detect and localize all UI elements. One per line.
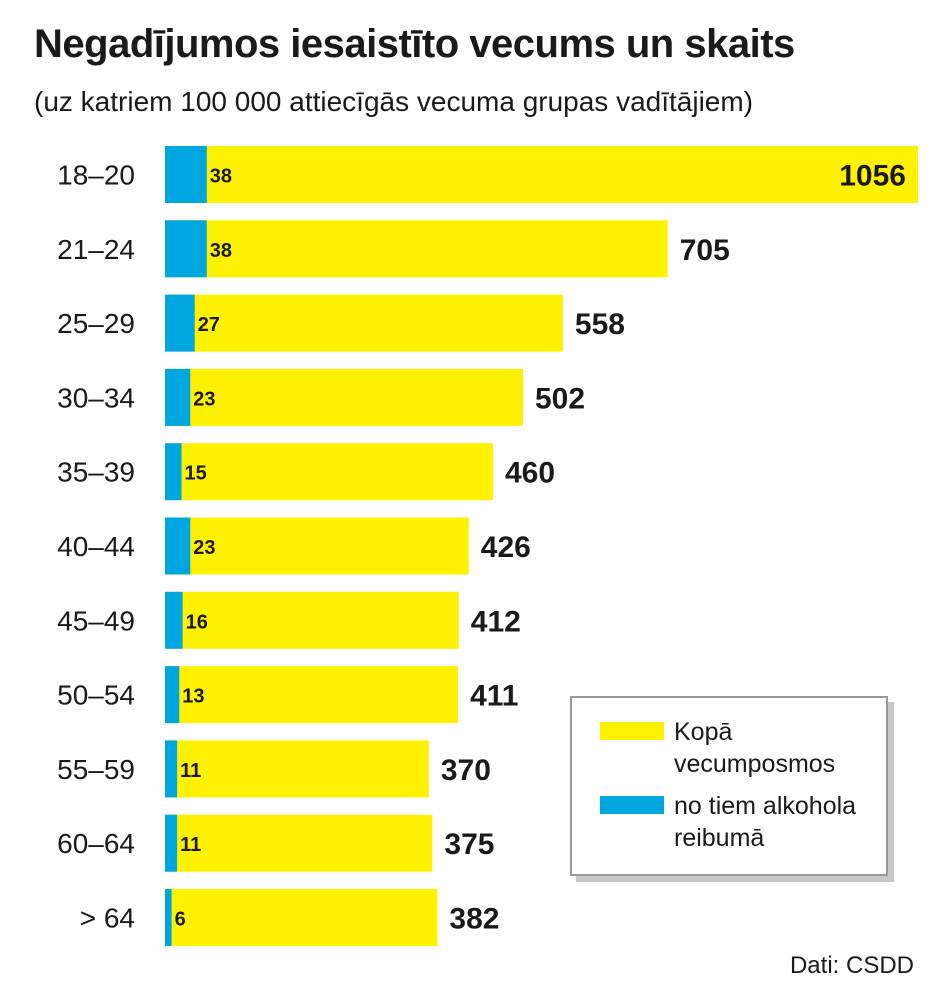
bar-total [165,517,469,575]
total-value-label: 370 [441,754,491,787]
bar-total [165,294,563,352]
bar-total [165,889,438,946]
category-label: 60–64 [57,828,135,859]
category-label: 55–59 [57,754,135,785]
category-label: 35–39 [57,457,135,488]
alcohol-value-label: 23 [193,537,215,559]
alcohol-value-label: 27 [198,314,220,336]
total-value-label: 412 [471,605,521,638]
category-label: 40–44 [57,531,135,562]
bar-alcohol [165,368,191,426]
chart-legend: Kopā vecumposmos no tiem alkohola reibum… [570,696,888,876]
bar-total [165,220,668,278]
alcohol-value-label: 38 [210,240,232,262]
bar-total [165,666,459,724]
bar-alcohol [165,666,180,724]
alcohol-value-label: 16 [186,611,208,633]
legend-swatch-total [600,722,664,740]
category-label: 45–49 [57,605,135,636]
alcohol-value-label: 11 [180,760,201,782]
legend-item-total: Kopā vecumposmos [600,716,884,780]
bar-total [165,146,918,203]
bar-alcohol [165,220,207,278]
chart-title: Negadījumos iesaistīto vecums un skaits [34,22,795,66]
legend-item-alcohol: no tiem alkohola reibumā [600,790,884,854]
alcohol-value-label: 38 [210,166,232,188]
bar-alcohol [165,814,178,872]
category-label: 25–29 [57,308,135,339]
category-label: 18–20 [57,160,135,191]
total-value-label: 502 [535,382,585,415]
total-value-label: 460 [505,457,555,490]
bar-alcohol [165,146,207,203]
bar-total [165,740,429,798]
bar-alcohol [165,294,195,352]
total-value-label: 705 [680,234,730,267]
legend-label-total: Kopā vecumposmos [674,718,836,778]
data-source: Dati: CSDD [789,952,914,979]
total-value-label: 426 [481,531,531,564]
total-value-label: 1056 [839,160,906,193]
alcohol-value-label: 15 [185,463,207,485]
bar-alcohol [165,889,172,946]
total-value-label: 411 [470,680,518,713]
bar-alcohol [165,740,178,798]
total-value-label: 382 [449,903,499,936]
legend-label-alcohol: no tiem alkohola reibumā [674,792,857,852]
bar-total [165,443,494,501]
total-value-label: 375 [444,828,494,861]
alcohol-value-label: 6 [175,909,186,931]
alcohol-value-label: 23 [193,388,215,410]
bar-alcohol [165,591,183,649]
bar-total [165,814,433,872]
category-label: 21–24 [57,234,135,265]
bar-alcohol [165,443,182,501]
total-value-label: 558 [575,308,625,341]
category-label: 50–54 [57,680,135,711]
legend-swatch-alcohol [600,796,664,814]
bar-alcohol [165,517,191,575]
alcohol-value-label: 11 [180,834,201,856]
chart-subtitle: (uz katriem 100 000 attiecīgās vecuma gr… [34,86,754,117]
bar-total [165,368,523,426]
category-label: 30–34 [57,382,135,413]
category-label: > 64 [80,903,135,934]
alcohol-value-label: 13 [182,686,204,708]
bar-total [165,591,459,649]
